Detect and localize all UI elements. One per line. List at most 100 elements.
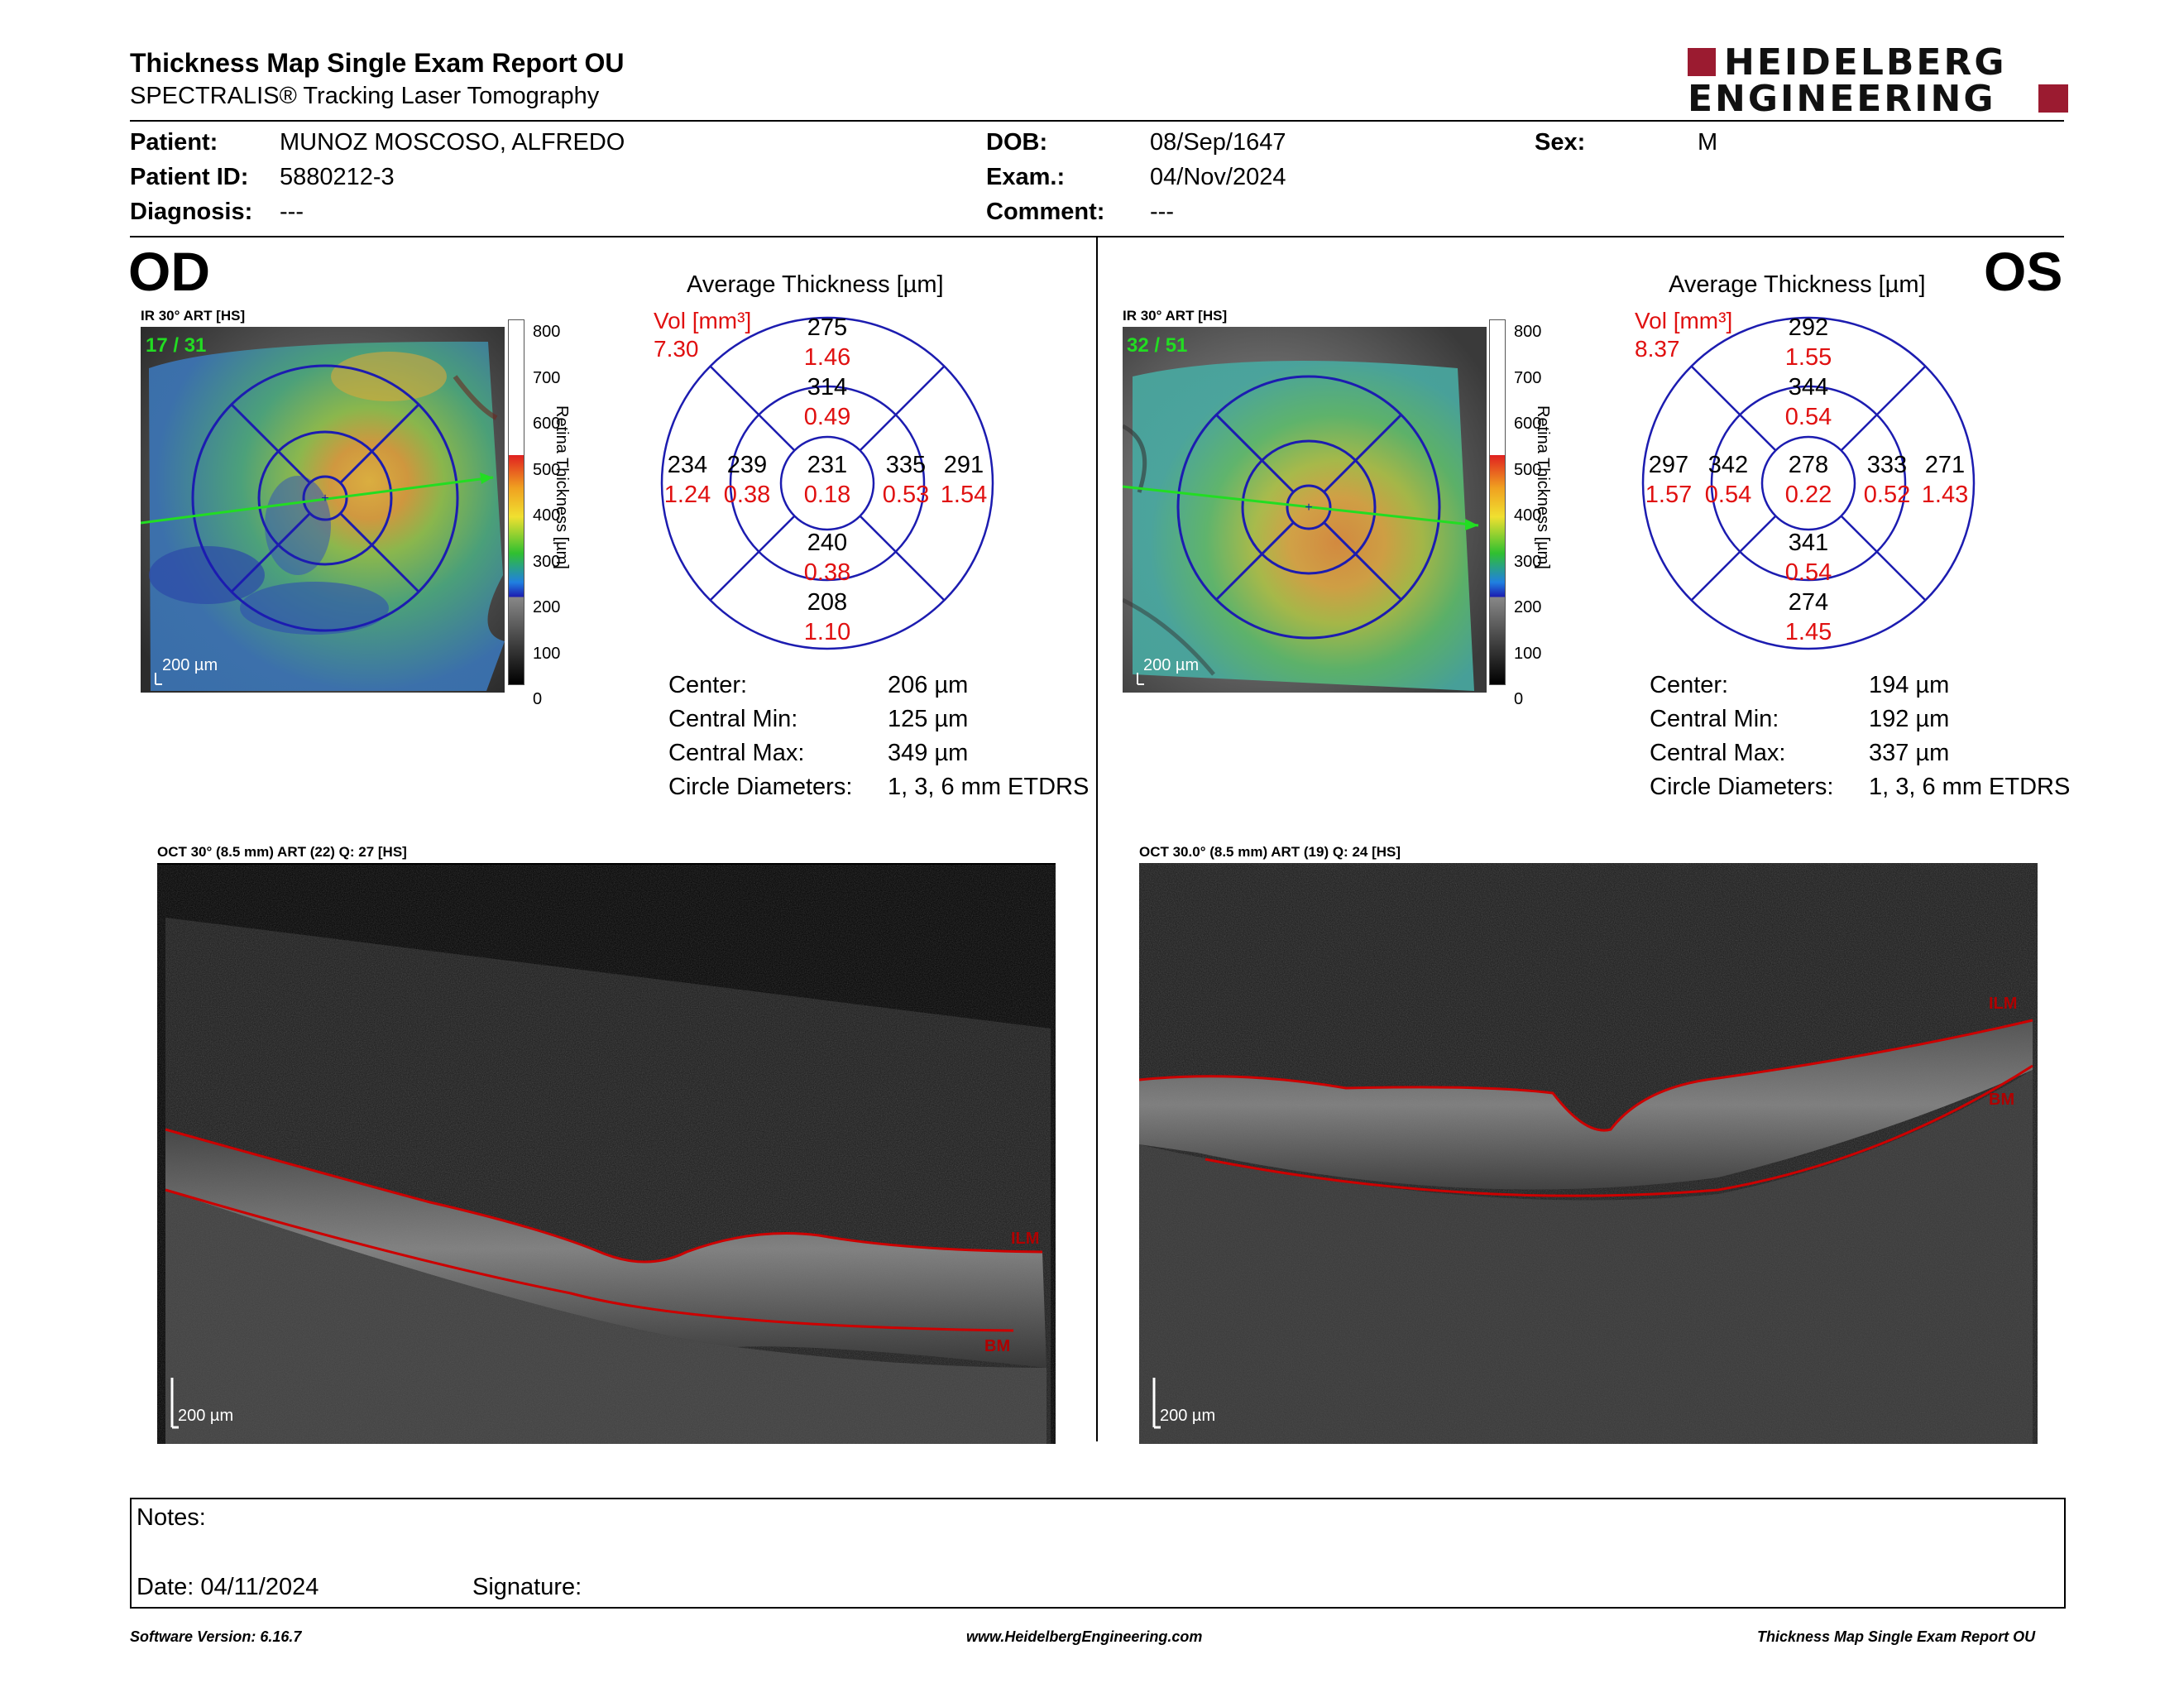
tick-600: 600 — [1514, 415, 1542, 433]
tick-800: 800 — [1514, 323, 1542, 341]
od-oct-label: OCT 30° (8.5 mm) ART (22) Q: 27 [HS] — [157, 844, 407, 860]
svg-text:+: + — [1305, 501, 1312, 515]
tick-500: 500 — [1514, 460, 1542, 479]
software-version: Software Version: 6.16.7 — [130, 1628, 302, 1645]
eye-divider — [1096, 237, 1098, 1441]
footer-report-name: Thickness Map Single Exam Report OU — [1757, 1628, 2036, 1645]
od-thickness-map: + — [141, 327, 505, 693]
os-eye-label: OS — [1984, 241, 2063, 302]
logo-line2: ENGINEERING — [1688, 78, 1996, 120]
os-frame-count: 32 / 51 — [1127, 334, 1188, 357]
tick-800: 800 — [533, 323, 561, 341]
os-diam-label: Circle Diameters: — [1650, 774, 1834, 800]
os-center-label: Center: — [1650, 672, 1729, 698]
tick-500: 500 — [533, 460, 561, 479]
exam-label: Exam.: — [986, 164, 1066, 190]
os-outer-inferior-volume: 1.45 — [1784, 619, 1832, 645]
od-outer-inferior-volume: 1.10 — [803, 619, 851, 645]
od-eye-label: OD — [128, 241, 210, 302]
od-inner-right: 335 0.53 — [880, 450, 932, 510]
od-outer-superior-thickness: 275 — [807, 314, 848, 341]
od-bm-label: BM — [984, 1337, 1011, 1355]
os-ilm-label: ILM — [1989, 995, 2018, 1013]
os-max-label: Central Max: — [1650, 740, 1786, 766]
od-outer-right-thickness: 291 — [943, 452, 984, 478]
os-outer-inferior: 274 1.45 — [1784, 587, 1833, 647]
od-max-value: 349 µm — [888, 740, 969, 766]
os-outer-right-thickness: 271 — [1924, 452, 1966, 478]
od-inner-right-thickness: 335 — [885, 452, 927, 478]
od-inner-superior-volume: 0.49 — [803, 404, 851, 430]
od-outer-left-thickness: 234 — [667, 452, 708, 478]
od-stats-values: 206 µm 125 µm 349 µm 1, 3, 6 mm ETDRS — [888, 669, 1089, 804]
comment-value: --- — [1150, 199, 1174, 225]
os-colorbar-ticks: 800 700 600 500 400 300 200 100 0 — [1514, 309, 1541, 723]
od-diam-value: 1, 3, 6 mm ETDRS — [888, 774, 1090, 800]
od-avg-title: Average Thickness [µm] — [687, 271, 944, 298]
signature-label: Signature: — [472, 1574, 582, 1600]
os-avg-title: Average Thickness [µm] — [1669, 271, 1926, 298]
os-outer-right: 271 1.43 — [1919, 450, 1971, 510]
os-outer-left-volume: 1.57 — [1645, 482, 1693, 508]
os-inner-inferior: 341 0.54 — [1784, 528, 1833, 587]
od-outer-right-volume: 1.54 — [940, 482, 988, 508]
os-outer-right-volume: 1.43 — [1921, 482, 1969, 508]
sex-value: M — [1698, 129, 1718, 156]
tick-0: 0 — [533, 690, 543, 708]
company-url[interactable]: www.HeidelbergEngineering.com — [966, 1628, 1203, 1645]
os-diam-value: 1, 3, 6 mm ETDRS — [1869, 774, 2071, 800]
patient-divider — [130, 236, 2064, 237]
notes-box[interactable]: Notes: Date: 04/11/2024 Signature: — [130, 1498, 2066, 1609]
os-colorbar-label: Retina Thickness [µm] — [1534, 405, 1552, 569]
od-stats-labels: Center: Central Min: Central Max: Circle… — [668, 669, 852, 804]
od-max-label: Central Max: — [668, 740, 805, 766]
tick-300: 300 — [1514, 552, 1542, 571]
os-inner-inferior-thickness: 341 — [1788, 530, 1829, 556]
od-outer-right: 291 1.54 — [938, 450, 989, 510]
od-vol-label: Vol [mm³] — [654, 308, 752, 333]
od-outer-superior-volume: 1.46 — [803, 344, 851, 371]
od-min-label: Central Min: — [668, 706, 798, 732]
od-center: 231 0.18 — [802, 450, 852, 510]
od-outer-inferior-thickness: 208 — [807, 589, 848, 616]
os-ir-label: IR 30° ART [HS] — [1123, 308, 1228, 324]
patient-name: MUNOZ MOSCOSO, ALFREDO — [280, 129, 625, 156]
os-outer-inferior-thickness: 274 — [1788, 589, 1829, 616]
os-max-value: 337 µm — [1869, 740, 1950, 766]
os-oct-label: OCT 30.0° (8.5 mm) ART (19) Q: 24 [HS] — [1139, 844, 1401, 860]
od-inner-left: 239 0.38 — [721, 450, 773, 510]
od-vol-total: 7.30 — [654, 336, 699, 362]
od-map-scale: 200 µm — [162, 656, 218, 674]
tick-100: 100 — [533, 644, 561, 663]
os-center-volume: 0.22 — [1784, 482, 1832, 508]
patient-id-label: Patient ID: — [130, 164, 249, 190]
od-outer-superior: 275 1.46 — [802, 313, 852, 372]
logo-square-top — [1688, 48, 1716, 76]
header-divider — [130, 120, 2064, 122]
patient-id: 5880212-3 — [280, 164, 395, 190]
tick-300: 300 — [533, 552, 561, 571]
os-bm-label: BM — [1989, 1091, 2015, 1109]
os-outer-superior-volume: 1.55 — [1784, 344, 1832, 371]
od-outer-inferior: 208 1.10 — [802, 587, 852, 647]
od-diam-label: Circle Diameters: — [668, 774, 853, 800]
tick-0: 0 — [1514, 690, 1524, 708]
tick-100: 100 — [1514, 644, 1542, 663]
od-inner-inferior-thickness: 240 — [807, 530, 848, 556]
dob-label: DOB: — [986, 129, 1048, 156]
os-inner-right: 333 0.52 — [1861, 450, 1913, 510]
os-inner-left: 342 0.54 — [1703, 450, 1754, 510]
comment-label: Comment: — [986, 199, 1105, 225]
od-frame-count: 17 / 31 — [146, 334, 207, 357]
od-colorbar-ticks: 800 700 600 500 400 300 200 100 0 — [533, 309, 560, 723]
os-colorbar — [1489, 319, 1506, 685]
od-outer-left: 234 1.24 — [662, 450, 713, 510]
report-title: Thickness Map Single Exam Report OU — [130, 48, 625, 78]
os-min-label: Central Min: — [1650, 706, 1779, 732]
date-label: Date: 04/11/2024 — [136, 1574, 319, 1600]
os-center: 278 0.22 — [1784, 450, 1833, 510]
os-inner-superior-volume: 0.54 — [1784, 404, 1832, 430]
od-ilm-label: ILM — [1011, 1230, 1040, 1248]
od-min-value: 125 µm — [888, 706, 969, 732]
heidelberg-logo: HEIDELBERG ENGINEERING — [1688, 41, 2068, 120]
